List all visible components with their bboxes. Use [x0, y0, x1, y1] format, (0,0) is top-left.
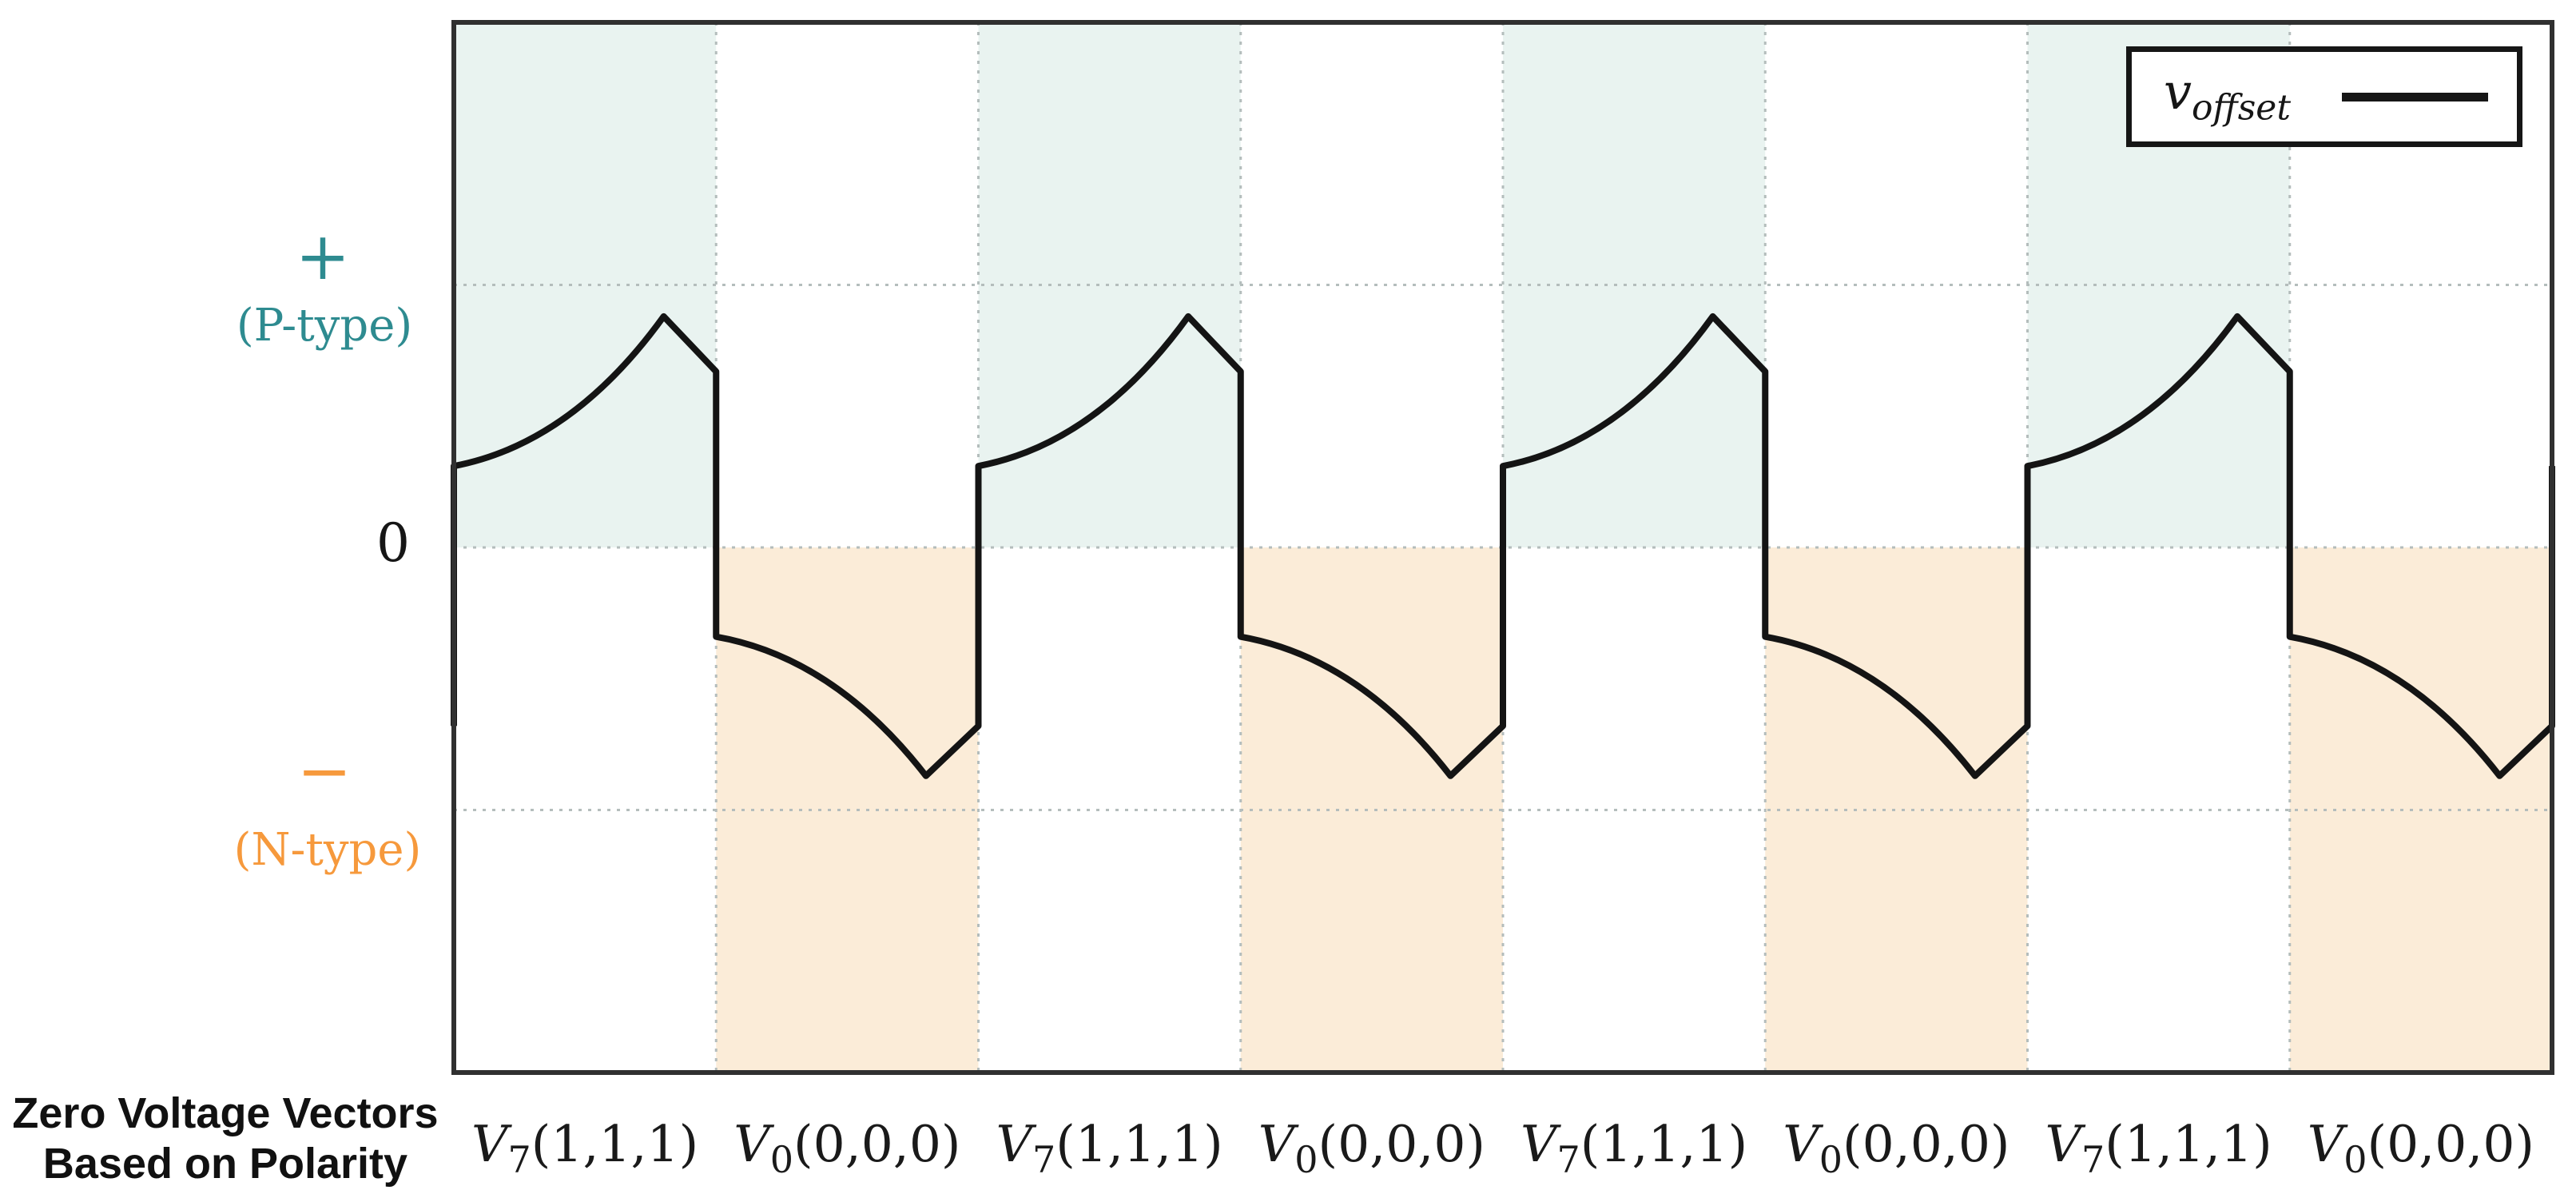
plot-border [451, 20, 2554, 1075]
legend-series-base: v [2164, 62, 2192, 121]
x-segment-label: V7(1,1,1) [2045, 1115, 2272, 1181]
p-type-band [978, 22, 1241, 547]
x-segment-label: V0(0,0,0) [1258, 1115, 1485, 1181]
x-segment-label: V0(0,0,0) [2307, 1115, 2534, 1181]
waveform-line [451, 312, 2555, 779]
legend-line-swatch [2342, 92, 2488, 101]
x-axis-caption: Zero Voltage Vectors Based on Polarity [2, 1089, 449, 1189]
x-axis-caption-line1: Zero Voltage Vectors [12, 1089, 439, 1137]
y-axis-ptype-label: (P-type) [236, 300, 413, 352]
p-type-band [454, 22, 717, 547]
x-segment-label: V0(0,0,0) [1783, 1115, 2010, 1181]
x-axis-caption-line2: Based on Polarity [42, 1140, 408, 1188]
x-segment-label: V7(1,1,1) [996, 1115, 1223, 1181]
y-axis-zero-label: 0 [376, 512, 410, 574]
x-segment-label: V7(1,1,1) [471, 1115, 699, 1181]
x-segment-label: V7(1,1,1) [1521, 1115, 1748, 1181]
legend-series-label: voffset [2164, 67, 2291, 125]
n-type-band [1240, 547, 1503, 1073]
legend-series-sub: offset [2192, 87, 2291, 129]
x-segment-label: V0(0,0,0) [733, 1115, 961, 1181]
y-axis-plus-label: + [295, 219, 351, 295]
y-axis-ntype-label: (N-type) [233, 824, 422, 876]
legend: voffset [2126, 46, 2522, 147]
y-axis-minus-label: − [296, 734, 352, 810]
